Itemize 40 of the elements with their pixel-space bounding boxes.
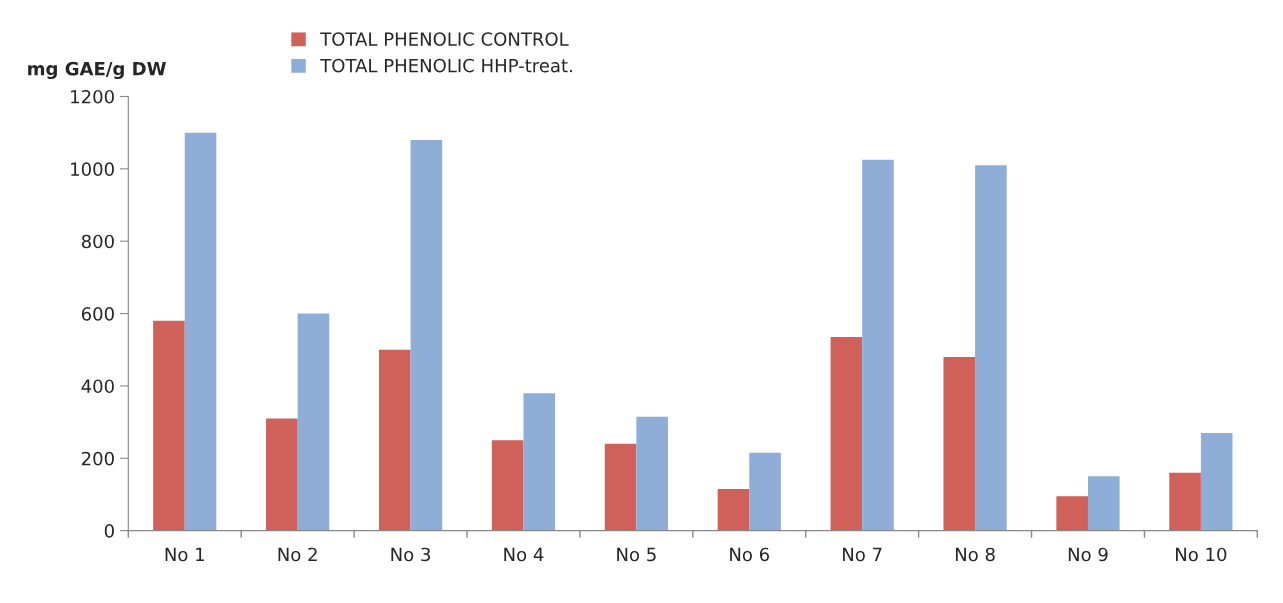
bar — [604, 443, 637, 531]
legend-label: TOTAL PHENOLIC HHP-treat. — [320, 58, 572, 73]
bar — [1169, 472, 1201, 531]
y-tick-label: 400 — [81, 379, 114, 394]
bar — [153, 320, 185, 531]
bar — [266, 418, 298, 531]
y-tick-label: 600 — [81, 307, 114, 321]
legend-label: TOTAL PHENOLIC CONTROL — [320, 32, 569, 46]
x-tick-label: No 6 — [730, 547, 770, 562]
y-tick-label: 200 — [81, 451, 114, 466]
bar — [717, 489, 750, 531]
bar — [410, 139, 443, 531]
x-tick-label: No 2 — [278, 547, 317, 562]
x-tick-label: No 4 — [504, 547, 544, 562]
x-tick-label: No 1 — [165, 547, 204, 562]
bar — [378, 349, 411, 531]
bar — [943, 356, 976, 531]
y-tick-label: 1000 — [71, 162, 114, 176]
bar — [297, 313, 330, 531]
y-tick-label: 800 — [81, 234, 114, 249]
bar — [1087, 476, 1120, 531]
bar — [523, 393, 556, 531]
x-tick-label: No 7 — [843, 547, 882, 562]
bar — [184, 132, 217, 531]
bar — [636, 416, 668, 531]
bar — [749, 452, 781, 531]
bar — [830, 337, 863, 531]
bar — [862, 159, 894, 531]
bar — [1056, 496, 1088, 531]
x-tick-label: No 5 — [617, 547, 656, 562]
bar — [1200, 432, 1233, 531]
y-tick-label: 0 — [104, 524, 114, 538]
x-tick-label: No 8 — [955, 547, 995, 562]
y-tick-label: 1200 — [71, 89, 114, 104]
y-axis-title: mg GAE/g DW — [28, 61, 166, 80]
bar — [975, 165, 1007, 531]
bar — [491, 440, 524, 531]
x-tick-label: No 9 — [1068, 547, 1108, 562]
x-tick-label: No 3 — [391, 547, 430, 562]
x-tick-label: No 10 — [1176, 547, 1227, 562]
